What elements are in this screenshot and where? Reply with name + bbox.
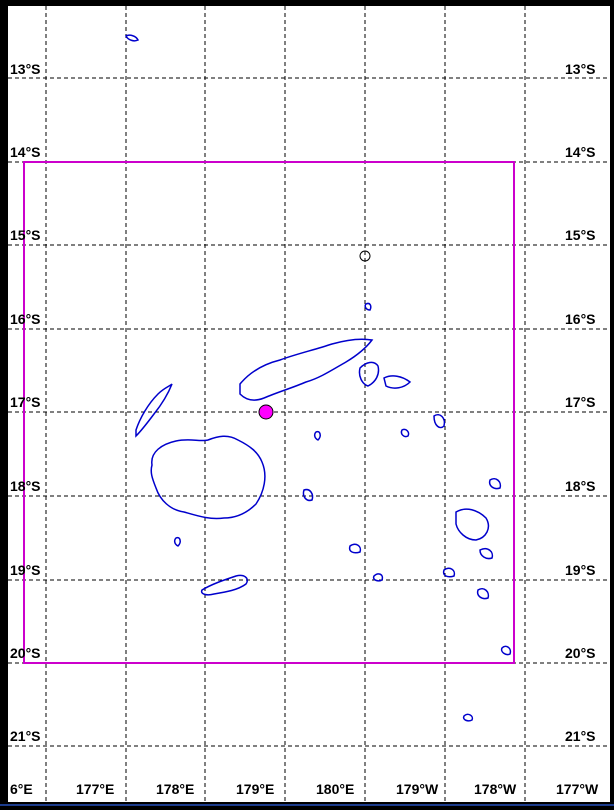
lon-label-180e: 180°E — [316, 781, 354, 797]
island-small-15 — [173, 536, 181, 547]
island-small-7 — [455, 508, 490, 541]
island-yasawa — [135, 383, 173, 438]
lat-label-14s-left: 14°S — [10, 144, 41, 160]
event-marker[interactable] — [258, 404, 274, 420]
lat-label-17s-right: 17°S — [565, 394, 596, 410]
island-small-5 — [372, 573, 384, 582]
open-circle-marker[interactable] — [359, 250, 371, 262]
frame-bottom-accent — [0, 804, 614, 806]
lat-label-19s-left: 19°S — [10, 562, 41, 578]
lon-label-177e: 177°E — [76, 781, 114, 797]
longitude-labels-bottom: 6°E 177°E 178°E 179°E 180°E 179°W 178°W … — [10, 781, 599, 797]
lat-label-18s-left: 18°S — [10, 478, 41, 494]
island-small-1 — [124, 34, 140, 42]
lat-label-20s-left: 20°S — [10, 645, 41, 661]
lat-label-17s-left: 17°S — [10, 394, 41, 410]
island-small-4 — [348, 543, 362, 554]
lat-label-13s-left: 13°S — [10, 61, 41, 77]
island-small-14 — [400, 428, 410, 438]
lat-label-18s-right: 18°S — [565, 478, 596, 494]
island-small-12 — [500, 645, 512, 656]
latitude-labels-right: 13°S 14°S 15°S 16°S 17°S 18°S 19°S 20°S … — [565, 61, 596, 744]
lat-label-15s-right: 15°S — [565, 227, 596, 243]
island-small-6 — [433, 414, 446, 429]
region-box — [23, 161, 515, 664]
island-viti-levu — [150, 435, 266, 520]
lat-label-20s-right: 20°S — [565, 645, 596, 661]
island-small-3 — [302, 488, 314, 502]
island-small-13 — [488, 477, 502, 490]
island-vanua-levu — [239, 338, 374, 401]
map-background — [8, 6, 610, 802]
lat-label-21s-right: 21°S — [565, 728, 596, 744]
lon-label-178e: 178°E — [156, 781, 194, 797]
lon-label-6e: 6°E — [10, 781, 33, 797]
lat-label-16s-left: 16°S — [10, 311, 41, 327]
island-small-9 — [442, 567, 456, 578]
lon-label-179e: 179°E — [236, 781, 274, 797]
island-kadavu — [200, 574, 248, 596]
lat-label-16s-right: 16°S — [565, 311, 596, 327]
lat-label-15s-left: 15°S — [10, 227, 41, 243]
land-masses — [124, 34, 512, 722]
island-small-16 — [383, 375, 412, 389]
latitude-labels-left: 13°S 14°S 15°S 16°S 17°S 18°S 19°S 20°S … — [10, 61, 41, 744]
island-small-10 — [476, 587, 490, 600]
lat-label-13s-right: 13°S — [565, 61, 596, 77]
island-taveuni — [358, 361, 380, 387]
lon-label-179w: 179°W — [396, 781, 439, 797]
island-small-2 — [313, 430, 321, 441]
lon-label-177w: 177°W — [556, 781, 599, 797]
lat-label-21s-left: 21°S — [10, 728, 41, 744]
island-small-11 — [462, 713, 474, 722]
island-small-17 — [364, 302, 372, 311]
lon-label-178w: 178°W — [474, 781, 517, 797]
island-small-8 — [479, 547, 494, 560]
lat-label-19s-right: 19°S — [565, 562, 596, 578]
lat-label-14s-right: 14°S — [565, 144, 596, 160]
